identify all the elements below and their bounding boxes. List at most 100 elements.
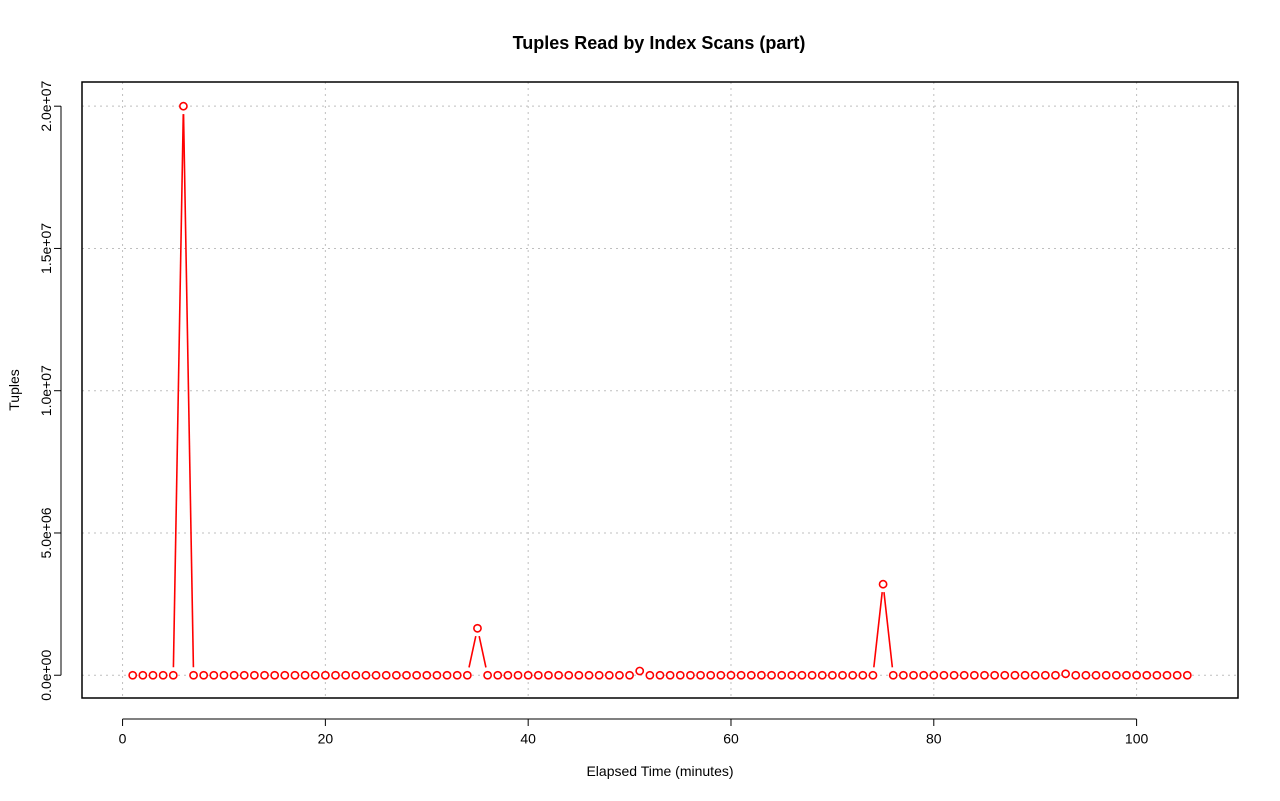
data-point — [1020, 670, 1030, 680]
data-point — [412, 670, 422, 680]
data-point — [158, 670, 168, 680]
data-point — [625, 670, 634, 680]
data-point — [442, 670, 452, 680]
x-axis: 0 20 40 60 80 100 — [119, 718, 1149, 746]
y-tick-label: 2.0e+07 — [38, 80, 54, 131]
data-point — [310, 670, 320, 680]
y-tick-label: 1.5e+07 — [38, 223, 54, 274]
data-point — [1051, 670, 1060, 680]
data-point — [290, 670, 300, 680]
data-point — [523, 670, 533, 680]
data-point — [878, 579, 888, 589]
data-point — [716, 670, 726, 680]
data-point — [1061, 669, 1071, 679]
data-point — [817, 670, 827, 680]
data-point — [959, 670, 969, 680]
data-point — [1162, 670, 1172, 680]
data-point — [1111, 670, 1121, 680]
data-point — [493, 670, 503, 680]
data-point — [432, 670, 442, 680]
data-point — [189, 670, 198, 680]
data-point — [503, 670, 513, 680]
data-point — [848, 670, 858, 680]
data-point — [533, 670, 543, 680]
data-point — [990, 670, 1000, 680]
y-tick-label: 0.0e+00 — [38, 650, 54, 701]
data-point — [706, 670, 716, 680]
series-segment — [883, 592, 894, 668]
data-point — [898, 670, 908, 680]
data-point — [513, 670, 523, 680]
x-tick-label: 40 — [520, 730, 536, 746]
data-point — [1182, 670, 1192, 680]
data-point — [402, 670, 411, 680]
data-point — [757, 670, 766, 680]
data-point — [675, 670, 685, 680]
data-point — [949, 670, 959, 680]
data-point — [665, 670, 675, 680]
data-point — [381, 670, 391, 680]
data-point — [138, 670, 148, 680]
data-point — [1000, 670, 1010, 680]
data-point — [148, 670, 158, 680]
data-point — [483, 670, 493, 680]
x-tick-label: 60 — [723, 730, 739, 746]
chart-title: Tuples Read by Index Scans (part) — [513, 33, 806, 53]
data-point — [696, 670, 705, 680]
data-point — [128, 670, 138, 680]
data-point — [929, 670, 939, 680]
data-point — [1030, 670, 1040, 680]
data-point — [980, 670, 989, 680]
data-point — [797, 670, 807, 680]
data-point — [1071, 670, 1081, 680]
y-tick-label: 5.0e+06 — [38, 507, 54, 558]
data-point — [909, 670, 918, 680]
data-point — [249, 670, 259, 680]
data-point — [787, 670, 797, 680]
data-point — [229, 670, 239, 680]
data-point — [168, 670, 178, 680]
data-point — [1172, 670, 1182, 680]
series-segment — [182, 114, 195, 668]
data-point — [584, 670, 594, 680]
x-axis-label: Elapsed Time (minutes) — [586, 763, 733, 779]
y-axis: 0.0e+00 5.0e+06 1.0e+07 1.5e+07 2.0e+07 — [38, 80, 62, 701]
data-point — [726, 670, 736, 680]
y-axis-label: Tuples — [6, 369, 22, 411]
data-point — [1010, 670, 1020, 680]
data-point — [635, 666, 645, 676]
data-point — [838, 670, 847, 680]
x-tick-label: 100 — [1125, 730, 1149, 746]
data-point — [1122, 670, 1131, 680]
plot-frame — [81, 81, 1239, 699]
data-point — [473, 623, 482, 633]
x-tick-label: 20 — [318, 730, 334, 746]
data-point — [544, 670, 553, 680]
series-tuples — [128, 101, 1192, 680]
data-point — [320, 670, 330, 680]
data-point — [1091, 670, 1101, 680]
data-point — [209, 670, 219, 680]
grid-lines — [82, 82, 1238, 698]
data-point — [767, 670, 776, 680]
data-point — [827, 670, 837, 680]
series-segment — [172, 114, 185, 668]
x-tick-label: 0 — [119, 730, 127, 746]
data-point — [422, 670, 432, 680]
series-segment — [468, 635, 477, 668]
data-point — [969, 670, 979, 680]
data-point — [300, 670, 310, 680]
data-point — [452, 670, 462, 680]
data-point — [655, 670, 665, 680]
data-point — [604, 670, 614, 680]
data-point — [746, 670, 756, 680]
data-point — [777, 670, 787, 680]
data-point — [391, 670, 401, 680]
data-point — [868, 670, 878, 680]
data-point — [361, 670, 371, 680]
data-point — [1132, 670, 1141, 680]
data-point — [594, 670, 604, 680]
data-point — [371, 670, 381, 680]
data-point — [1040, 670, 1050, 680]
